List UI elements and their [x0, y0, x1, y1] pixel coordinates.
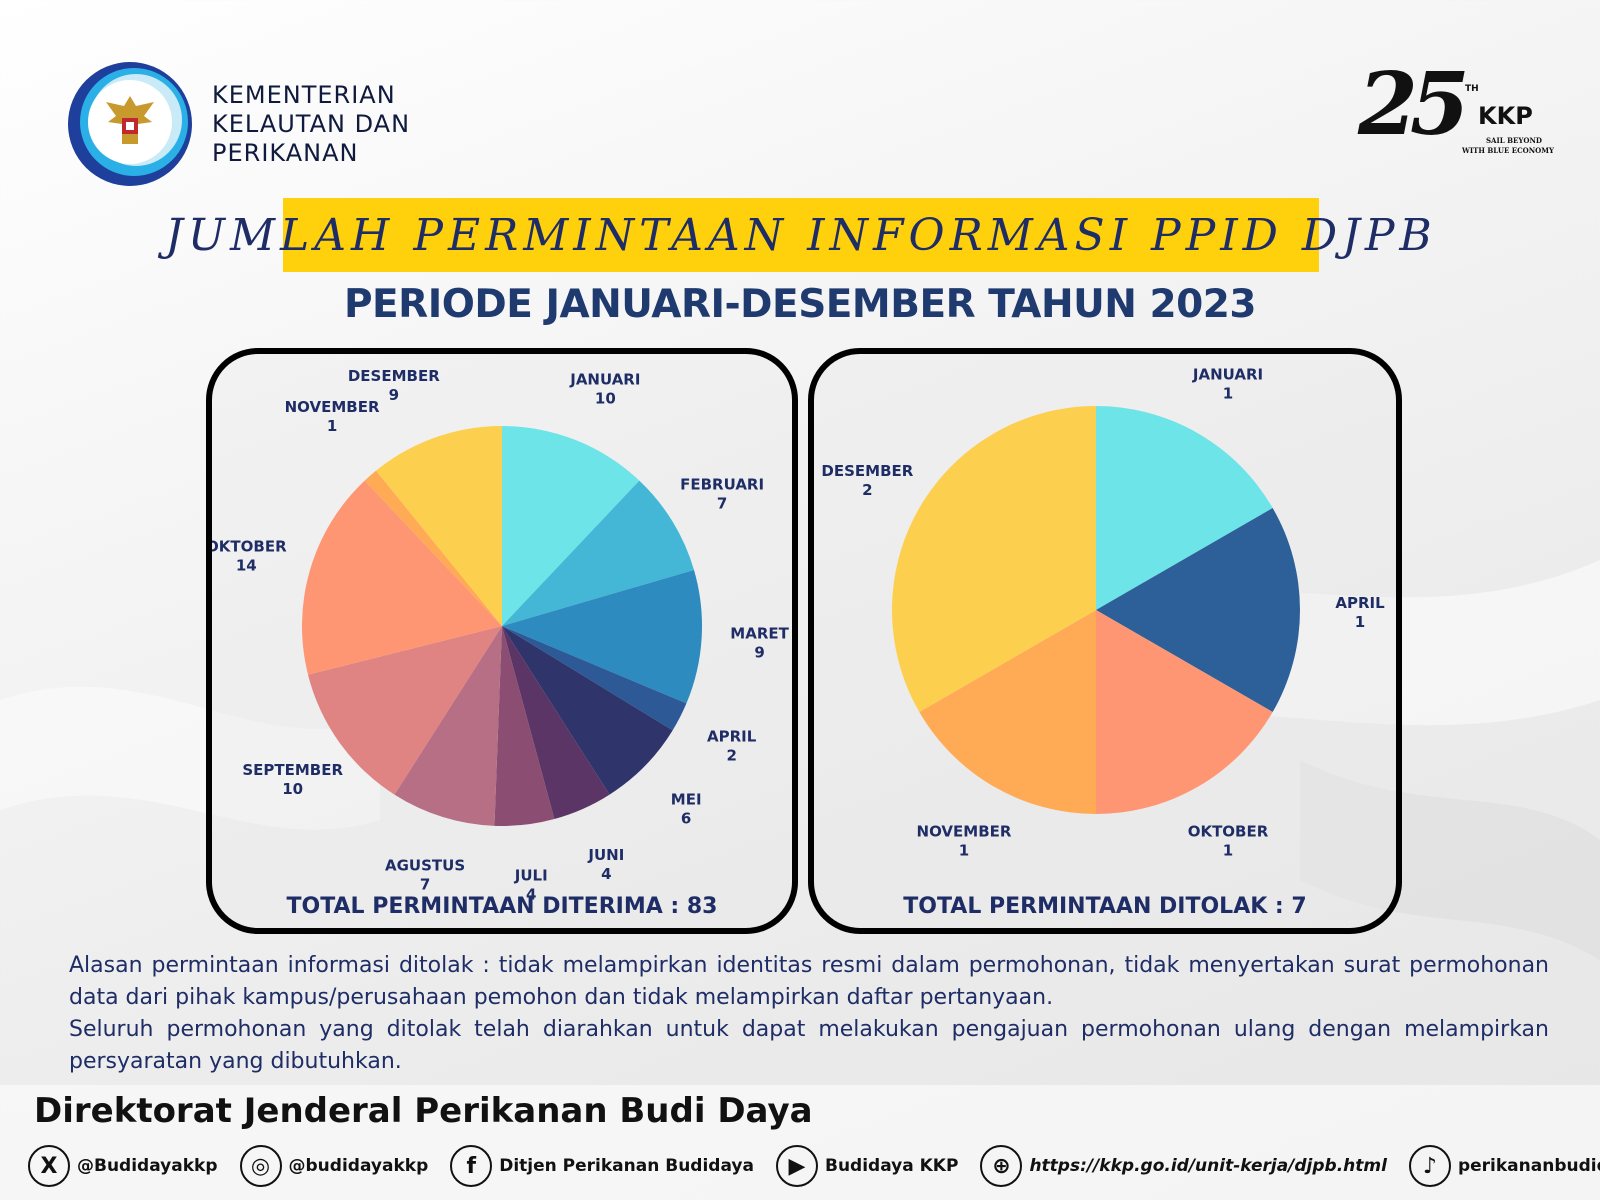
social-website[interactable]: ⊕ https://kkp.go.id/unit-kerja/djpb.html	[980, 1145, 1387, 1187]
pie-slice-juni	[502, 626, 610, 820]
anniversary-sup: TH	[1465, 84, 1479, 94]
description: Alasan permintaan informasi ditolak : ti…	[69, 950, 1549, 1078]
x-icon: X	[28, 1145, 70, 1187]
slice-label-april: APRIL	[707, 728, 757, 746]
pie-slice-juli	[494, 626, 555, 826]
pie-slice-januari	[1096, 406, 1273, 610]
slice-label-november: NOVEMBER	[285, 398, 380, 416]
slice-label-juli: JULI	[514, 866, 548, 884]
social-instagram-handle: @budidayakkp	[288, 1156, 429, 1176]
social-youtube[interactable]: ▶ Budidaya KKP	[775, 1145, 959, 1187]
garuda-emblem-icon	[68, 62, 192, 186]
pie-slice-maret	[502, 569, 702, 704]
ministry-logo: KEMENTERIAN KELAUTAN DAN PERIKANAN	[64, 58, 410, 190]
slice-label-agustus: AGUSTUS	[385, 856, 465, 874]
youtube-icon: ▶	[775, 1145, 818, 1187]
ministry-name: KEMENTERIAN KELAUTAN DAN PERIKANAN	[212, 81, 410, 168]
social-youtube-handle: Budidaya KKP	[824, 1156, 959, 1176]
anniversary-brand: KKP	[1478, 102, 1533, 130]
slice-value-maret: 9	[754, 644, 764, 662]
slice-value-april: 1	[1355, 613, 1365, 631]
pie-slice-februari	[502, 480, 694, 626]
pie-slice-agustus	[394, 626, 502, 826]
slice-value-oktober: 14	[236, 557, 257, 575]
social-website-url: https://kkp.go.id/unit-kerja/djpb.html	[1029, 1156, 1387, 1176]
slice-label-januari: JANUARI	[1192, 365, 1263, 383]
accepted-total-label: TOTAL PERMINTAAN DITERIMA : 83	[286, 894, 718, 919]
social-facebook-handle: Ditjen Perikanan Budidaya	[499, 1156, 754, 1176]
social-instagram[interactable]: ◎ @budidayakkp	[239, 1145, 429, 1187]
social-links: X @Budidayakkp ◎ @budidayakkp f Ditjen Peri…	[28, 1145, 1600, 1187]
slice-value-desember: 2	[862, 481, 872, 499]
anniversary-logo: 25 TH KKP SAIL BEYOND WITH BLUE ECONOMY	[1358, 54, 1554, 160]
facebook-icon: f	[450, 1145, 493, 1187]
accepted-requests-panel: JANUARI 10 FEBRUARI 7 MARET 9 APRIL 2 MEI 6 JUNI 4 J…	[206, 348, 798, 934]
slice-label-oktober: OKTOBER	[212, 538, 287, 556]
slice-value-september: 10	[282, 780, 303, 798]
slice-value-mei: 6	[681, 810, 691, 828]
footer-title: Direktorat Jenderal Perikanan Budi Daya	[34, 1091, 813, 1131]
social-facebook[interactable]: f Ditjen Perikanan Budidaya	[450, 1145, 754, 1187]
anniversary-tagline-2: WITH BLUE ECONOMY	[1462, 146, 1554, 155]
slice-label-april: APRIL	[1335, 594, 1385, 612]
instagram-icon: ◎	[239, 1145, 282, 1187]
slice-label-mei: MEI	[671, 791, 702, 809]
social-x-handle: @Budidayakkp	[77, 1156, 218, 1176]
slice-value-februari: 7	[717, 494, 727, 512]
pie-slice-mei	[502, 626, 673, 795]
slice-value-juli: 4	[526, 885, 536, 903]
footer: Direktorat Jenderal Perikanan Budi Daya …	[0, 1085, 1600, 1200]
social-tiktok-handle: perikananbudidaya	[1457, 1156, 1600, 1176]
slice-label-desember: DESEMBER	[348, 367, 440, 385]
slice-value-november: 1	[327, 417, 337, 435]
pie-slice-desember	[376, 426, 502, 626]
anniversary-number: 25	[1358, 54, 1470, 155]
ministry-name-line-3: PERIKANAN	[212, 138, 359, 167]
slice-label-november: NOVEMBER	[917, 823, 1012, 841]
pie-slice-november	[364, 470, 502, 626]
slice-value-april: 2	[726, 747, 736, 765]
title-banner: JUMLAH PERMINTAAN INFORMASI PPID DJPB	[165, 198, 1432, 272]
ministry-name-line-2: KELAUTAN DAN	[212, 109, 411, 138]
reapply-note-text: Seluruh permohonan yang ditolak telah di…	[69, 1017, 1549, 1074]
pie-slice-april	[1096, 508, 1300, 712]
slice-value-januari: 1	[1223, 384, 1233, 402]
slice-label-februari: FEBRUARI	[680, 475, 764, 493]
slice-value-agustus: 7	[420, 875, 430, 893]
slice-value-desember: 9	[389, 386, 399, 404]
pie-slice-november	[919, 610, 1096, 814]
pie-slice-desember	[892, 406, 1096, 712]
slice-label-maret: MARET	[730, 625, 789, 643]
rejection-reason-text: Alasan permintaan informasi ditolak : ti…	[69, 953, 1549, 1010]
pie-slice-oktober	[302, 480, 502, 675]
rejected-requests-panel: JANUARI 1 APRIL 1 OKTOBER 1 NOVEMBER 1 DESEMBER 2…	[808, 348, 1402, 934]
page-subtitle: PERIODE JANUARI-DESEMBER TAHUN 2023	[343, 282, 1257, 327]
slice-label-oktober: OKTOBER	[1188, 823, 1269, 841]
ministry-name-line-1: KEMENTERIAN	[212, 80, 396, 109]
page-title: JUMLAH PERMINTAAN INFORMASI PPID DJPB	[165, 209, 1437, 261]
social-tiktok[interactable]: ♪ perikananbudidaya	[1408, 1145, 1600, 1187]
anniversary-tagline-1: SAIL BEYOND	[1486, 136, 1542, 145]
slice-value-oktober: 1	[1223, 842, 1233, 860]
pie-slice-april	[502, 626, 687, 731]
slice-label-januari: JANUARI	[569, 370, 640, 388]
slice-label-desember: DESEMBER	[821, 462, 913, 480]
slice-value-januari: 10	[595, 389, 616, 407]
tiktok-icon: ♪	[1408, 1145, 1451, 1187]
accepted-requests-pie-chart: JANUARI10FEBRUARI7MARET9APRIL2MEI6JUNI4J…	[212, 367, 790, 904]
globe-icon: ⊕	[980, 1145, 1023, 1187]
rejected-total-label: TOTAL PERMINTAAN DITOLAK : 7	[903, 894, 1307, 919]
pie-slice-oktober	[1096, 610, 1273, 814]
slice-value-november: 1	[959, 842, 969, 860]
slice-label-juni: JUNI	[587, 846, 624, 864]
slice-value-juni: 4	[601, 865, 611, 883]
pie-slice-januari	[502, 426, 640, 626]
social-x[interactable]: X @Budidayakkp	[28, 1145, 218, 1187]
pie-slice-september	[308, 626, 502, 795]
slice-label-september: SEPTEMBER	[242, 761, 343, 779]
